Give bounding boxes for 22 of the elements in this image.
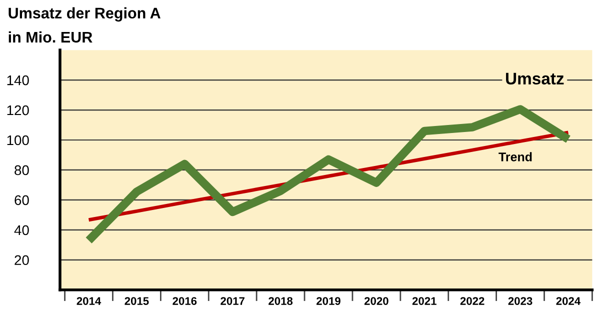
x-tick-label: 2016 bbox=[172, 297, 197, 305]
y-tick-label: 20 bbox=[14, 255, 29, 266]
x-tick-label: 2020 bbox=[364, 297, 388, 305]
x-tick-label: 2021 bbox=[412, 297, 436, 305]
x-tick-label: 2017 bbox=[220, 297, 244, 305]
y-tick-label: 80 bbox=[14, 165, 29, 176]
x-tick-label: 2023 bbox=[508, 297, 532, 305]
x-tick-label: 2015 bbox=[124, 297, 149, 305]
x-tick-label: 2018 bbox=[268, 297, 293, 305]
x-tick-label: 2019 bbox=[316, 297, 340, 305]
y-tick-label: 120 bbox=[7, 105, 29, 116]
chart-subtitle: in Mio. EUR bbox=[8, 31, 92, 43]
y-tick-label: 100 bbox=[7, 135, 29, 146]
y-tick-label: 40 bbox=[14, 225, 29, 236]
series-label: Trend bbox=[498, 152, 532, 162]
x-tick-label: 2024 bbox=[556, 297, 581, 305]
chart-title: Umsatz der Region A bbox=[8, 7, 160, 22]
x-tick-label: 2022 bbox=[460, 297, 484, 305]
series-label: Umsatz bbox=[506, 72, 564, 85]
y-tick-label: 140 bbox=[7, 75, 29, 86]
x-tick-label: 2014 bbox=[76, 297, 102, 305]
y-tick-label: 60 bbox=[14, 195, 29, 206]
